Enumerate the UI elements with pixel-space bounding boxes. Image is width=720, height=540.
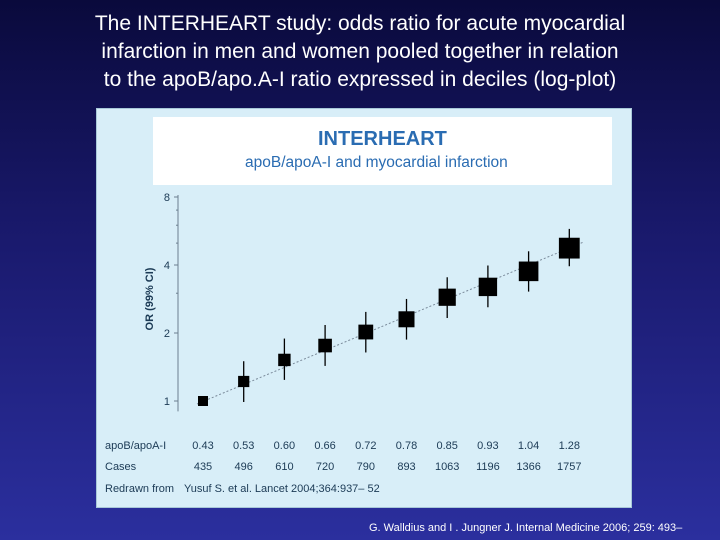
ratio-value-7: 0.85 xyxy=(436,440,458,452)
data-point-5 xyxy=(358,324,374,340)
y-tick-label-1: 1 xyxy=(164,396,170,408)
slide-title: The INTERHEART study: odds ratio for acu… xyxy=(20,10,700,94)
redrawn-label: Redrawn from xyxy=(105,483,175,495)
data-point-9 xyxy=(518,261,539,282)
ratio-value-1: 0.43 xyxy=(192,440,214,452)
ratio-value-9: 1.04 xyxy=(517,440,540,452)
ratio-row: apoB/apoA-I 0.43 0.53 0.60 0.66 0.72 0.78 0.85… xyxy=(105,440,625,456)
figure-header: INTERHEART apoB/apoA-I and myocardial in… xyxy=(153,117,612,185)
cases-value-8: 1196 xyxy=(476,461,500,473)
figure-header-subtitle: apoB/apoA-I and myocardial infarction xyxy=(245,154,508,171)
cases-value-7: 1063 xyxy=(434,461,460,473)
title-line-1: The INTERHEART study: odds ratio for acu… xyxy=(94,12,626,35)
data-point-4 xyxy=(318,338,332,353)
ratio-value-8: 0.93 xyxy=(477,440,499,452)
ratio-value-6: 0.78 xyxy=(395,440,418,452)
data-point-7 xyxy=(438,288,456,306)
title-line-2: infarction in men and women pooled toget… xyxy=(101,40,619,63)
cases-row-label: Cases xyxy=(105,461,137,473)
cases-value-5: 790 xyxy=(356,461,375,473)
ratio-value-10: 1.28 xyxy=(558,440,581,452)
cases-value-2: 496 xyxy=(234,461,253,473)
cases-value-9: 1366 xyxy=(516,461,541,473)
y-tick-label-4: 4 xyxy=(164,260,170,272)
redrawn-row: Redrawn from Yusuf S. et al. Lancet 2004… xyxy=(105,483,625,499)
ratio-value-3: 0.60 xyxy=(273,440,296,452)
data-point-1 xyxy=(198,396,208,406)
data-point-3 xyxy=(278,353,291,367)
chart-figure: INTERHEART apoB/apoA-I and myocardial in… xyxy=(96,108,632,508)
ratio-value-5: 0.72 xyxy=(355,440,377,452)
cases-value-4: 720 xyxy=(315,461,335,473)
redrawn-source: Yusuf S. et al. Lancet 2004;364:937– 52 xyxy=(184,483,380,495)
figure-header-title: INTERHEART xyxy=(318,128,447,150)
cases-row: Cases 435 496 610 720 790 893 1063 1196 1366 1757 xyxy=(105,461,625,477)
data-point-10 xyxy=(558,237,580,259)
cases-value-3: 610 xyxy=(275,461,294,473)
y-tick-label-8: 8 xyxy=(164,192,170,204)
or-plot: 1 2 4 8 OR (99% CI) xyxy=(144,192,584,412)
cases-value-6: 893 xyxy=(397,461,416,473)
data-point-2 xyxy=(238,375,250,388)
ratio-value-2: 0.53 xyxy=(232,440,255,452)
title-line-3: to the apoB/apo.A-I ratio expressed in d… xyxy=(103,68,617,91)
cases-value-1: 435 xyxy=(193,461,213,473)
citation-footnote: G. Walldius and I . Jungner J. Internal … xyxy=(369,522,683,534)
data-point-6 xyxy=(398,311,415,328)
cases-value-10: 1757 xyxy=(557,461,582,473)
y-axis-label: OR (99% CI) xyxy=(144,267,156,330)
ratio-value-4: 0.66 xyxy=(314,440,336,452)
ratio-row-label: apoB/apoA-I xyxy=(105,440,167,452)
data-point-8 xyxy=(478,277,498,297)
y-tick-label-2: 2 xyxy=(164,328,170,340)
